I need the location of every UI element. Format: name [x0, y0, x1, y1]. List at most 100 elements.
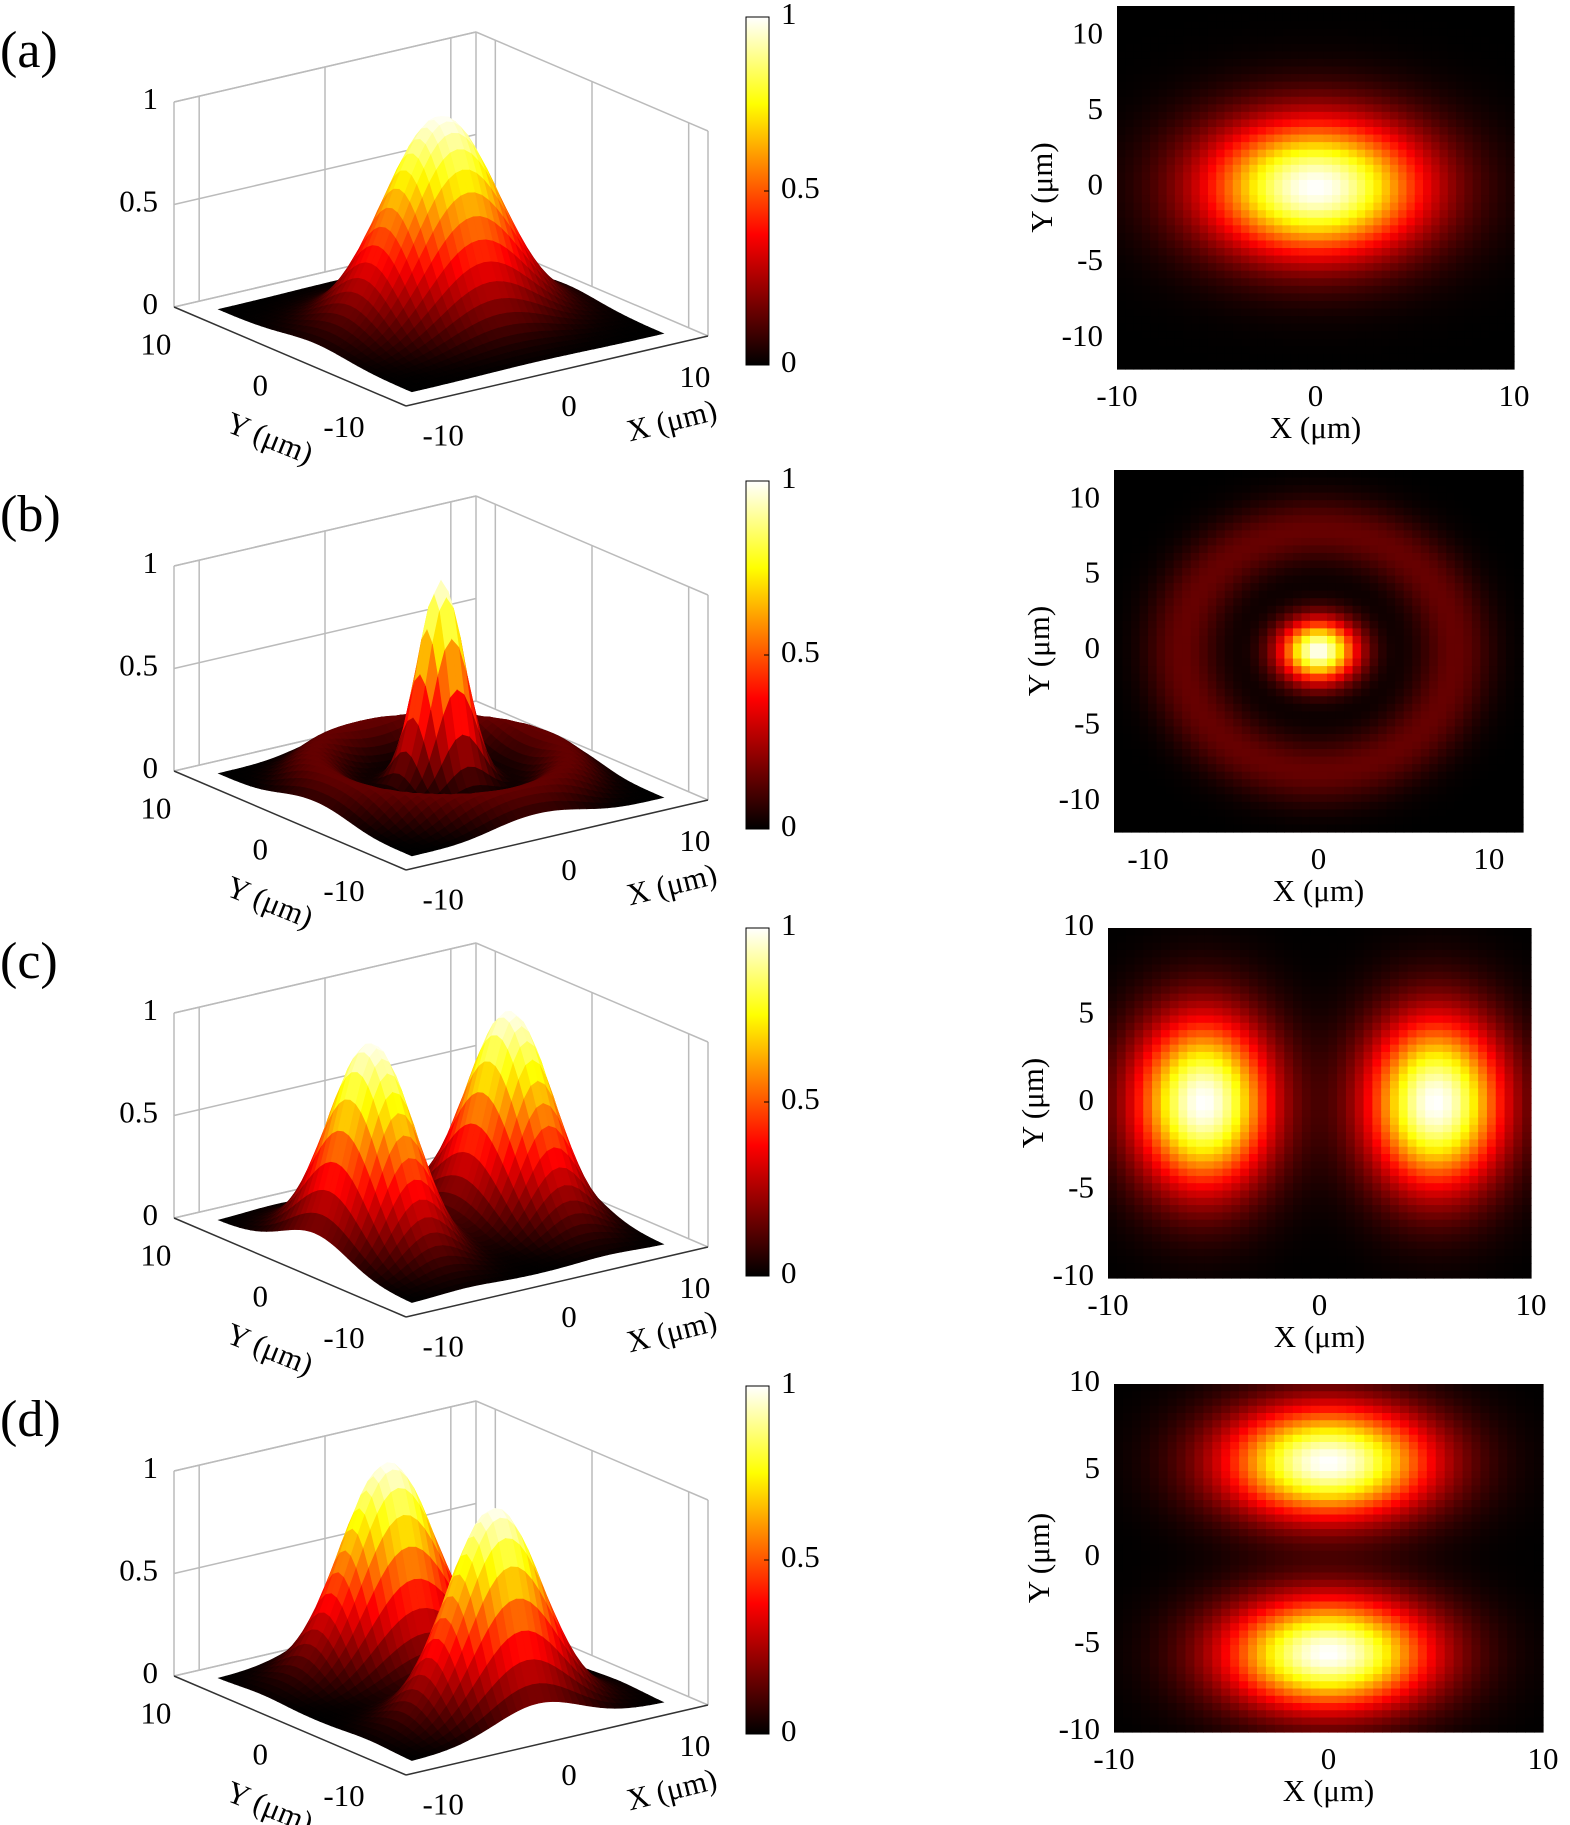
heatmap-cell: [1298, 66, 1308, 75]
heatmap-cell: [1274, 353, 1284, 363]
heatmap-cell: [1439, 187, 1449, 196]
heatmap-cell: [1340, 6, 1350, 15]
heatmap-cell: [1323, 6, 1333, 15]
heatmap-cell: [1340, 187, 1350, 196]
heatmap-cell: [1489, 331, 1499, 340]
heatmap-cell: [1257, 66, 1267, 75]
heatmap-cell: [1365, 104, 1374, 113]
heatmap-cell: [1274, 293, 1284, 302]
heatmap-cell: [1290, 119, 1300, 128]
heatmap-cell: [1497, 263, 1507, 272]
heatmap-cell: [1183, 353, 1193, 363]
heatmap-cell: [1191, 127, 1201, 136]
heatmap-cell: [1133, 278, 1143, 287]
heatmap-cell: [1439, 51, 1449, 60]
heatmap-cell: [1414, 66, 1424, 75]
heatmap-cell: [1241, 240, 1250, 249]
heatmap-cell: [1216, 300, 1226, 310]
heatmap-cell: [1431, 293, 1441, 302]
heatmap-cell: [1150, 308, 1159, 317]
heatmap-cell: [1257, 248, 1267, 257]
heatmap-cell: [1133, 43, 1143, 52]
heatmap-cell: [1398, 323, 1408, 332]
heatmap-cell: [1114, 492, 1124, 501]
heatmap-cell: [1439, 81, 1449, 90]
heatmap-cell: [1265, 308, 1275, 317]
heatmap-cell: [1158, 316, 1168, 325]
heatmap-cell: [1381, 89, 1391, 98]
heatmap-cell: [1480, 36, 1490, 45]
heatmap-cell: [1340, 142, 1350, 151]
heatmap-cell: [1257, 28, 1267, 37]
heatmap-cell: [1141, 28, 1151, 37]
heatmap-cell: [1348, 43, 1358, 52]
heatmap-cell: [1315, 81, 1325, 90]
heatmap-cell: [1447, 300, 1457, 310]
heatmap-cell: [1183, 263, 1193, 272]
heatmap-cell: [1332, 96, 1341, 105]
heatmap-cell: [1447, 104, 1457, 113]
heatmap-cell: [1389, 81, 1399, 90]
heatmap-cell: [1183, 338, 1193, 347]
heatmap-cell: [1381, 331, 1391, 340]
heatmap-cell: [1505, 323, 1515, 332]
heatmap-cell: [1183, 13, 1193, 22]
heatmap-cell: [1174, 316, 1184, 325]
panel-label: (b): [0, 486, 61, 543]
heatmap-cell: [1472, 240, 1482, 249]
heatmap-cell: [1141, 96, 1151, 105]
heatmap-cell: [1505, 119, 1515, 128]
heatmap-cell: [1480, 81, 1490, 90]
heatmap-cell: [1373, 285, 1383, 294]
heatmap-cell: [1290, 263, 1300, 272]
heatmap-cell: [1257, 157, 1267, 166]
heatmap-cell: [1232, 81, 1242, 90]
heatmap-cell: [1340, 172, 1350, 181]
heatmap-cell: [1232, 36, 1242, 45]
heatmap-cell: [1472, 217, 1482, 226]
heatmap-cell: [1472, 51, 1482, 60]
heatmap-cell: [1414, 58, 1424, 68]
heatmap-cell: [1447, 202, 1457, 211]
heatmap-cell: [1174, 225, 1184, 234]
heatmap-cell: [1249, 28, 1259, 37]
heatmap-cell: [1249, 248, 1259, 257]
heatmap-cell: [1406, 74, 1416, 83]
heatmap-cell: [1373, 316, 1383, 325]
heatmap-cell: [1241, 300, 1250, 310]
heatmap-cell: [1398, 300, 1408, 310]
z-tick-label: 1: [143, 81, 159, 116]
heatmap-cell: [1207, 225, 1217, 234]
heatmap-cell: [1447, 81, 1457, 90]
heatmap-cell: [1505, 43, 1515, 52]
heatmap-cell: [1158, 66, 1168, 75]
heatmap-cell: [1183, 210, 1193, 219]
heatmap-cell: [1315, 353, 1325, 363]
heatmap-cell: [1480, 28, 1490, 37]
heatmap-cell: [1323, 316, 1333, 325]
heatmap-cell: [1150, 157, 1159, 166]
heatmap-cell: [1158, 179, 1168, 189]
heatmap-cell: [1199, 187, 1209, 196]
heatmap-cell: [1423, 232, 1432, 242]
heatmap-cell: [1356, 36, 1366, 45]
heatmap-cell: [1199, 316, 1209, 325]
heatmap-cell: [1332, 293, 1341, 302]
heatmap-cell: [1315, 96, 1325, 105]
heatmap-cell: [1183, 217, 1193, 226]
heatmap-cell: [1125, 179, 1135, 189]
heatmap-cell: [1489, 353, 1499, 363]
heatmap-cell: [1174, 13, 1184, 22]
heatmap-cell: [1117, 323, 1126, 332]
heatmap-cell: [1274, 225, 1284, 234]
heatmap-cell: [1249, 179, 1259, 189]
heatmap-cell: [1398, 36, 1408, 45]
heatmap-cell: [1290, 210, 1300, 219]
heatmap-cell: [1274, 111, 1284, 121]
heatmap-cell: [1332, 331, 1341, 340]
heatmap-cell: [1356, 232, 1366, 242]
heatmap-cell: [1241, 353, 1250, 363]
heatmap-cell: [1431, 195, 1441, 204]
